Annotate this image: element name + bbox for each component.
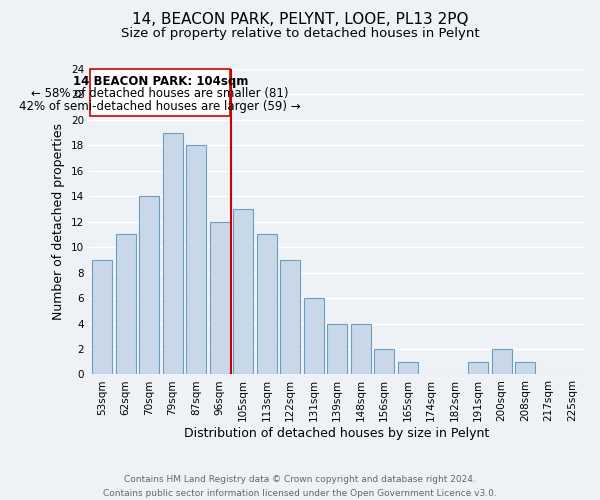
Bar [304,298,323,374]
Bar [92,260,112,374]
Bar [163,132,182,374]
Text: ← 58% of detached houses are smaller (81): ← 58% of detached houses are smaller (81… [31,88,289,101]
Bar [280,260,300,374]
Bar [350,324,371,374]
X-axis label: Distribution of detached houses by size in Pelynt: Distribution of detached houses by size … [184,427,490,440]
Bar [209,222,230,374]
Bar [116,234,136,374]
Bar [398,362,418,374]
Bar [186,146,206,374]
Text: 14, BEACON PARK, PELYNT, LOOE, PL13 2PQ: 14, BEACON PARK, PELYNT, LOOE, PL13 2PQ [132,12,468,28]
Text: 14 BEACON PARK: 104sqm: 14 BEACON PARK: 104sqm [73,74,248,88]
Bar [233,209,253,374]
Bar [491,349,512,374]
Bar [91,69,230,116]
Y-axis label: Number of detached properties: Number of detached properties [52,123,65,320]
Bar [327,324,347,374]
Bar [139,196,159,374]
Text: Contains HM Land Registry data © Crown copyright and database right 2024.
Contai: Contains HM Land Registry data © Crown c… [103,476,497,498]
Text: 42% of semi-detached houses are larger (59) →: 42% of semi-detached houses are larger (… [19,100,301,113]
Bar [374,349,394,374]
Bar [515,362,535,374]
Bar [257,234,277,374]
Text: Size of property relative to detached houses in Pelynt: Size of property relative to detached ho… [121,28,479,40]
Bar [468,362,488,374]
